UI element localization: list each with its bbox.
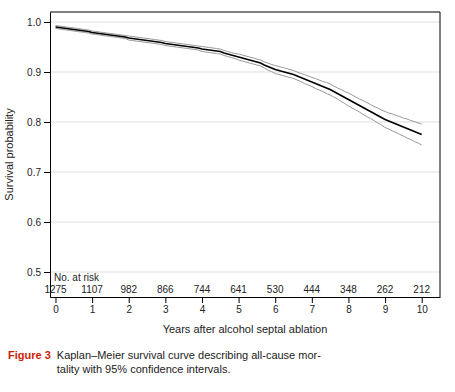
caption-label: Figure 3 [8, 349, 51, 361]
tick: 7 [310, 297, 316, 315]
tick-label: 0.9 [27, 67, 41, 78]
tick-mark [44, 172, 50, 173]
series-group [55, 26, 421, 146]
tick: 0.7 [27, 167, 50, 178]
tick-mark [202, 297, 203, 303]
frame [440, 12, 441, 297]
at-risk-value: 1107 [81, 284, 103, 295]
tick-label: 0.6 [27, 217, 41, 228]
tick: 0.6 [27, 217, 50, 228]
tick: 4 [200, 297, 206, 315]
tick-label: 5 [236, 304, 242, 315]
at-risk-value: 982 [120, 284, 137, 295]
tick: 3 [163, 297, 169, 315]
at-risk-value: 262 [377, 284, 394, 295]
tick: 1.0 [27, 17, 50, 28]
caption-text: Kaplan–Meier survival curve describing a… [57, 349, 321, 361]
at-risk-value: 1275 [44, 284, 67, 295]
tick-mark [275, 297, 276, 303]
grid-line [50, 122, 440, 123]
at-risk-value: 530 [267, 284, 284, 295]
at-risk-value: 212 [413, 284, 430, 295]
x-axis: 0 1 2 3 4 5 6 7 8 9 10 [51, 297, 441, 315]
axis-line [51, 297, 441, 298]
tick: 0 [53, 297, 59, 315]
tick-label: 7 [310, 304, 316, 315]
at-risk-value: 348 [340, 284, 357, 295]
tick-mark [385, 297, 386, 303]
grid-line [50, 72, 440, 73]
tick-label: 3 [163, 304, 169, 315]
tick-label: 1.0 [27, 17, 41, 28]
series-line [55, 27, 421, 135]
x-axis-title: Years after alcohol septal ablation [163, 323, 328, 335]
tick-label: 2 [126, 304, 132, 315]
at-risk-value: 444 [303, 284, 320, 295]
tick: 2 [126, 297, 132, 315]
tick: 0.5 [27, 267, 50, 278]
tick-label: 0.8 [27, 117, 41, 128]
tick: 6 [273, 297, 279, 315]
tick-label: 1 [90, 304, 96, 315]
at-risk-value: 744 [194, 284, 211, 295]
frame [50, 12, 440, 13]
axis-line [50, 13, 51, 298]
tick-mark [44, 72, 50, 73]
caption-text: tality with 95% confidence intervals. [57, 363, 231, 375]
tick-mark [129, 297, 130, 303]
grid-line [50, 172, 440, 173]
tick-label: 0.5 [27, 267, 41, 278]
plot-area: 0 1 2 3 4 5 6 7 8 9 10 0.5 0.6 0.7 0.8 0.9 1.0 No. at ris… [27, 12, 440, 315]
tick-label: 6 [273, 304, 279, 315]
tick-label: 0 [53, 304, 59, 315]
tick: 1 [90, 297, 96, 315]
grid-line [50, 222, 440, 223]
series-line [55, 29, 421, 146]
tick-mark [44, 272, 50, 273]
at-risk-value: 641 [230, 284, 247, 295]
tick-mark [55, 297, 56, 303]
tick-mark [92, 297, 93, 303]
tick-mark [348, 297, 349, 303]
tick-mark [44, 22, 50, 23]
tick-mark [239, 297, 240, 303]
tick: 0.8 [27, 117, 50, 128]
at-risk-value: 866 [157, 284, 174, 295]
tick: 0.9 [27, 67, 50, 78]
tick: 10 [417, 297, 429, 315]
tick-label: 10 [417, 304, 429, 315]
tick-mark [422, 297, 423, 303]
tick: 5 [236, 297, 242, 315]
y-axis: 0.5 0.6 0.7 0.8 0.9 1.0 [27, 13, 50, 298]
tick: 8 [346, 297, 352, 315]
tick-label: 9 [383, 304, 389, 315]
tick-label: 0.7 [27, 167, 41, 178]
tick: 9 [383, 297, 389, 315]
y-axis-title: Survival probability [3, 108, 15, 201]
tick-label: 8 [346, 304, 352, 315]
grid-line [50, 22, 440, 23]
grid-line [50, 272, 440, 273]
at-risk-label: No. at risk [54, 272, 100, 283]
tick-label: 4 [200, 304, 206, 315]
at-risk-values: 1275 1107 982 866 744 641 530 444 348 262 212 [44, 284, 430, 295]
tick-mark [44, 122, 50, 123]
chart: 0 1 2 3 4 5 6 7 8 9 10 0.5 0.6 0.7 0.8 0.9 1.0 No. at ris… [0, 0, 455, 392]
tick-mark [312, 297, 313, 303]
grid [50, 22, 440, 272]
tick-mark [44, 222, 50, 223]
tick-mark [165, 297, 166, 303]
